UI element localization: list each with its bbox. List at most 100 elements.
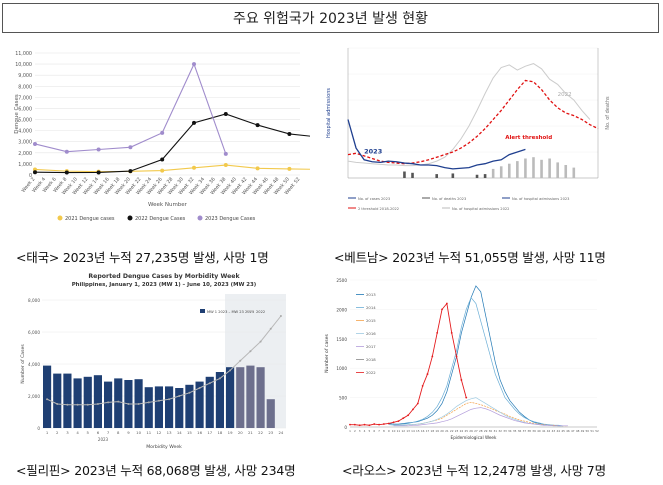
x-tick-label: 1 bbox=[46, 430, 49, 435]
legend-marker bbox=[197, 215, 203, 221]
y-tick-label: 9,000 bbox=[18, 73, 32, 79]
data-point bbox=[465, 396, 468, 399]
line-2022 bbox=[46, 315, 282, 406]
line-2022-point bbox=[107, 401, 110, 404]
x-tick-label: 22 bbox=[258, 430, 263, 435]
y-tick-label: 1000 bbox=[336, 366, 347, 371]
x-tick-label: 34 bbox=[508, 429, 512, 433]
x-tick-label: 17 bbox=[426, 429, 430, 433]
x-axis-label: Week Number bbox=[148, 202, 188, 208]
data-point bbox=[255, 166, 260, 171]
x-tick-label: 8 bbox=[383, 429, 385, 433]
y-axis-label: Number of cases bbox=[324, 334, 330, 373]
x-tick-label: 21 bbox=[248, 430, 253, 435]
x-tick-label: 2 bbox=[354, 429, 356, 433]
death-bar bbox=[475, 174, 479, 178]
x-tick-label: 12 bbox=[156, 430, 161, 435]
x-tick-label: 29 bbox=[484, 429, 488, 433]
bar bbox=[43, 365, 52, 428]
x-tick-label: 46 bbox=[566, 429, 570, 433]
legend-label: No. of cases 2023 bbox=[358, 197, 390, 201]
bar bbox=[185, 384, 194, 428]
x-tick-label: 13 bbox=[406, 429, 410, 433]
data-point bbox=[96, 147, 101, 152]
legend-label: No. of deaths 2023 bbox=[432, 197, 466, 201]
chart-subtitle: Philippines, January 1, 2023 (MW 1) – Ju… bbox=[72, 282, 257, 288]
line-2022-point bbox=[117, 400, 120, 403]
y-tick-label: 0 bbox=[29, 173, 32, 179]
data-point bbox=[421, 384, 424, 387]
bar bbox=[236, 367, 245, 428]
line-2022-point bbox=[239, 359, 242, 362]
bar bbox=[53, 373, 62, 428]
legend-label: 2017 bbox=[366, 344, 376, 349]
x-tick-label: 30 bbox=[489, 429, 493, 433]
line-2022-point bbox=[66, 403, 69, 406]
x-tick-label: 41 bbox=[542, 429, 546, 433]
x-tick-label: 35 bbox=[513, 429, 517, 433]
data-point bbox=[33, 167, 37, 172]
x-tick-label: 15 bbox=[416, 429, 420, 433]
death-bar bbox=[483, 174, 487, 178]
death-bar bbox=[572, 167, 576, 178]
bar bbox=[144, 387, 153, 428]
data-point bbox=[349, 423, 351, 426]
x-tick-label: 4 bbox=[76, 430, 79, 435]
x-tick-label: 22 bbox=[450, 429, 454, 433]
bar bbox=[205, 376, 214, 428]
bar bbox=[175, 388, 184, 428]
caption-vietnam: <베트남> 2023년 누적 51,055명 발생, 사망 11명 bbox=[334, 250, 606, 265]
x-tick-label: 23 bbox=[455, 429, 459, 433]
series-line-alert bbox=[347, 79, 599, 165]
death-bar bbox=[411, 172, 414, 178]
legend-label: 2016 bbox=[366, 331, 376, 336]
legend-label: MW 1 2023 – MW 23 2023 bbox=[207, 310, 254, 314]
data-point bbox=[436, 332, 439, 334]
y-tick-label: 8,000 bbox=[18, 84, 32, 90]
x-tick-label: 7 bbox=[107, 430, 110, 435]
legend-label: 2022 bbox=[256, 310, 265, 314]
x-tick-label: 27 bbox=[474, 429, 478, 433]
x-tick-label: 44 bbox=[556, 429, 560, 433]
x-tick-label: 25 bbox=[464, 429, 468, 433]
x-tick-label: 11 bbox=[146, 430, 151, 435]
x-tick-label: 26 bbox=[469, 429, 473, 433]
x-tick-label: 6 bbox=[97, 430, 100, 435]
legend-label: 2021 Dengue cases bbox=[65, 216, 115, 222]
x-tick-label: 3 bbox=[359, 429, 361, 433]
legend-label: No. of hospital admissions 2022 bbox=[452, 207, 509, 211]
data-point bbox=[287, 131, 292, 136]
x-axis-label: Epidemiological Week bbox=[451, 435, 497, 440]
y-tick-label: 10,000 bbox=[15, 62, 32, 68]
y-tick-label: 2,000 bbox=[28, 394, 40, 399]
page-title: 주요 위험국가 2023년 발생 현황 bbox=[2, 3, 659, 33]
x-tick-label: 9 bbox=[388, 429, 390, 433]
philippines-chart-svg: Reported Dengue Cases by Morbidity Week P… bbox=[20, 273, 286, 450]
data-point bbox=[353, 423, 356, 426]
death-bar bbox=[507, 163, 511, 178]
data-point bbox=[431, 355, 434, 358]
line-2022-point bbox=[178, 395, 181, 397]
legend-marker bbox=[57, 215, 63, 221]
x-tick-label: 18 bbox=[217, 430, 222, 435]
data-point bbox=[33, 141, 37, 146]
data-point bbox=[223, 163, 228, 168]
death-bar bbox=[516, 161, 519, 178]
death-bar bbox=[491, 168, 495, 178]
line-2022-point bbox=[168, 398, 171, 401]
x-tick-label: 10 bbox=[136, 430, 141, 435]
bar bbox=[63, 373, 72, 428]
x-tick-label: 43 bbox=[552, 429, 556, 433]
bar bbox=[114, 378, 123, 428]
bar bbox=[195, 381, 204, 428]
line-2022-point bbox=[56, 403, 59, 405]
data-point bbox=[397, 420, 400, 423]
data-point bbox=[160, 168, 165, 173]
x-tick-label: 40 bbox=[537, 429, 541, 433]
death-bar bbox=[403, 171, 406, 178]
thailand-chart: 0 1,000 2,000 3,000 4,000 5,000 6,000 7,000 8,00… bbox=[10, 45, 310, 227]
legend-marker bbox=[200, 309, 205, 313]
y-axis-label: Hospital admissions bbox=[326, 88, 332, 138]
line-2022-point bbox=[157, 399, 160, 402]
